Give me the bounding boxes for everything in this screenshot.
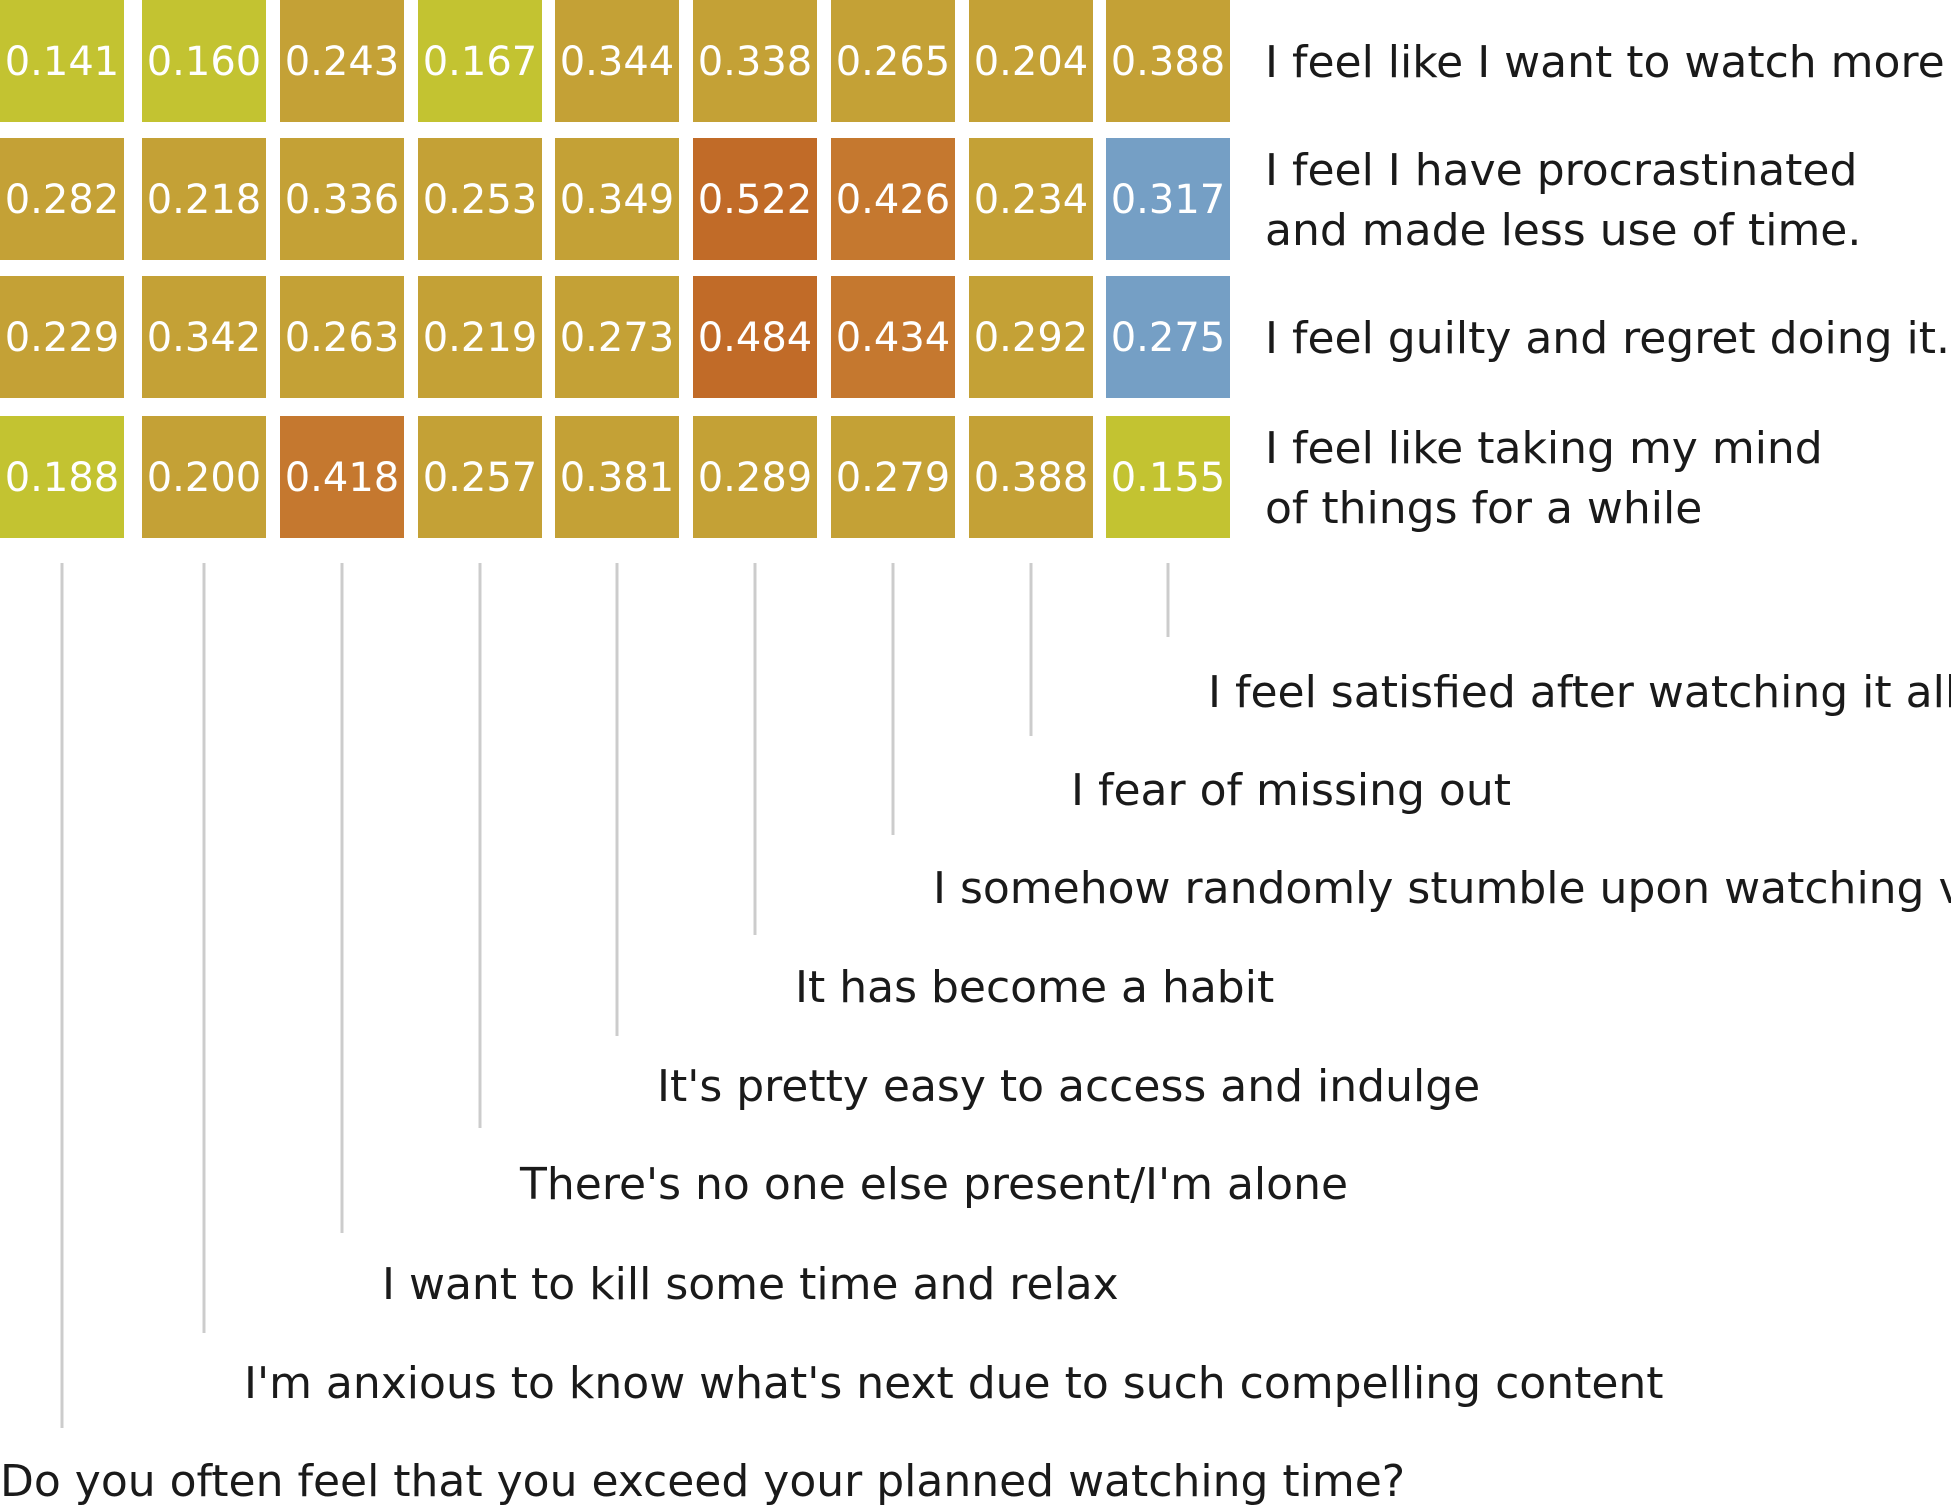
heatmap-cell-value: 0.344 xyxy=(560,39,675,85)
heatmap-cell-r2-c9 xyxy=(1106,138,1230,260)
heatmap-cell-r1-c7 xyxy=(831,0,955,122)
heatmap-cell-value: 0.289 xyxy=(698,455,813,501)
heatmap-cell-value: 0.282 xyxy=(5,177,120,223)
heatmap-cell-value: 0.279 xyxy=(836,455,951,501)
row-label-4-line-1: I feel like taking my mind xyxy=(1265,423,1823,474)
heatmap-cell-value: 0.141 xyxy=(5,39,120,85)
heatmap-cell-value: 0.426 xyxy=(836,177,951,223)
heatmap-cell-r2-c3 xyxy=(280,138,404,260)
heatmap-cell-value: 0.167 xyxy=(423,39,538,85)
heatmap-cell-r1-c1 xyxy=(0,0,124,122)
heatmap-cell-r3-c1 xyxy=(0,276,124,398)
heatmap-cell-r3-c3 xyxy=(280,276,404,398)
column-label-1: Do you often feel that you exceed your p… xyxy=(0,1456,1405,1507)
heatmap-cell-r4-c8 xyxy=(969,416,1093,538)
heatmap-cell-r1-c9 xyxy=(1106,0,1230,122)
heatmap-cell-r1-c5 xyxy=(555,0,679,122)
heatmap-cell-value: 0.434 xyxy=(836,315,951,361)
heatmap-cell-r2-c4 xyxy=(418,138,542,260)
heatmap-cell-value: 0.234 xyxy=(974,177,1089,223)
heatmap-cell-r2-c1 xyxy=(0,138,124,260)
column-label-5: It's pretty easy to access and indulge xyxy=(657,1061,1480,1112)
heatmap-cell-value: 0.219 xyxy=(423,315,538,361)
heatmap-cell-r4-c1 xyxy=(0,416,124,538)
row-label-2-line-2: and made less use of time. xyxy=(1265,205,1861,256)
heatmap-cell-r4-c6 xyxy=(693,416,817,538)
heatmap-cell-value: 0.204 xyxy=(974,39,1089,85)
heatmap-cell-value: 0.257 xyxy=(423,455,538,501)
heatmap-cell-r1-c2 xyxy=(142,0,266,122)
heatmap-cell-value: 0.336 xyxy=(285,177,400,223)
heatmap-cell-value: 0.349 xyxy=(560,177,675,223)
heatmap-cell-value: 0.381 xyxy=(560,455,675,501)
heatmap-cell-r3-c2 xyxy=(142,276,266,398)
heatmap-cell-r1-c3 xyxy=(280,0,404,122)
heatmap-cell-value: 0.265 xyxy=(836,39,951,85)
heatmap-cell-value: 0.188 xyxy=(5,455,120,501)
heatmap-cell-value: 0.200 xyxy=(147,455,262,501)
heatmap-cell-value: 0.342 xyxy=(147,315,262,361)
heatmap-cell-value: 0.243 xyxy=(285,39,400,85)
heatmap-cell-value: 0.292 xyxy=(974,315,1089,361)
row-label-1: I feel like I want to watch more xyxy=(1265,37,1945,88)
heatmap-cell-r2-c2 xyxy=(142,138,266,260)
heatmap-cell-value: 0.418 xyxy=(285,455,400,501)
heatmap-cell-r1-c8 xyxy=(969,0,1093,122)
heatmap-cell-r3-c8 xyxy=(969,276,1093,398)
column-label-4: There's no one else present/I'm alone xyxy=(519,1159,1348,1210)
row-label-3: I feel guilty and regret doing it. xyxy=(1265,313,1950,364)
column-label-7: I somehow randomly stumble upon watching… xyxy=(933,863,1951,914)
heatmap-cell-r1-c6 xyxy=(693,0,817,122)
heatmap-cell-value: 0.484 xyxy=(698,315,813,361)
heatmap-cell-r3-c9 xyxy=(1106,276,1230,398)
heatmap-cell-value: 0.273 xyxy=(560,315,675,361)
heatmap-cell-value: 0.317 xyxy=(1111,177,1226,223)
column-label-3: I want to kill some time and relax xyxy=(382,1259,1119,1310)
column-label-2: I'm anxious to know what's next due to s… xyxy=(244,1358,1664,1409)
heatmap-cell-value: 0.338 xyxy=(698,39,813,85)
heatmap-cell-r2-c7 xyxy=(831,138,955,260)
heatmap-cell-r4-c7 xyxy=(831,416,955,538)
heatmap-cell-value: 0.275 xyxy=(1111,315,1226,361)
row-label-4-line-2: of things for a while xyxy=(1265,483,1702,534)
column-label-8: I fear of missing out xyxy=(1071,765,1511,816)
heatmap-cell-value: 0.253 xyxy=(423,177,538,223)
heatmap-cell-r1-c4 xyxy=(418,0,542,122)
heatmap-cell-value: 0.229 xyxy=(5,315,120,361)
heatmap-cell-value: 0.263 xyxy=(285,315,400,361)
column-label-6: It has become a habit xyxy=(795,962,1274,1013)
heatmap-cell-value: 0.218 xyxy=(147,177,262,223)
heatmap-cell-value: 0.155 xyxy=(1111,455,1226,501)
heatmap-cell-r4-c3 xyxy=(280,416,404,538)
column-label-9: I feel satisfied after watching it all xyxy=(1208,667,1951,718)
heatmap-cell-value: 0.160 xyxy=(147,39,262,85)
heatmap-cell-value: 0.388 xyxy=(974,455,1089,501)
heatmap-cell-r4-c4 xyxy=(418,416,542,538)
heatmap-cell-r3-c5 xyxy=(555,276,679,398)
heatmap-cell-r2-c6 xyxy=(693,138,817,260)
heatmap-cell-r4-c5 xyxy=(555,416,679,538)
heatmap-cell-value: 0.522 xyxy=(698,177,813,223)
heatmap-cell-r4-c2 xyxy=(142,416,266,538)
heatmap-cell-r4-c9 xyxy=(1106,416,1230,538)
heatmap-cell-r2-c8 xyxy=(969,138,1093,260)
heatmap-cell-r3-c7 xyxy=(831,276,955,398)
heatmap-cell-r2-c5 xyxy=(555,138,679,260)
row-label-2-line-1: I feel I have procrastinated xyxy=(1265,145,1857,196)
heatmap-cell-r3-c6 xyxy=(693,276,817,398)
heatmap-cell-r3-c4 xyxy=(418,276,542,398)
heatmap-cell-value: 0.388 xyxy=(1111,39,1226,85)
